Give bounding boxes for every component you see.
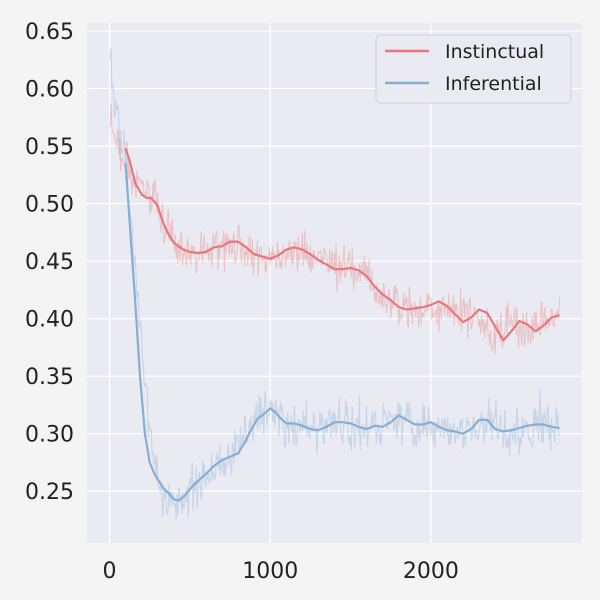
raw-series-lines [108,48,561,520]
series-line-instinctual [124,148,560,342]
plot-area [87,23,582,543]
y-tick-label: 0.45 [25,250,74,275]
y-tick-label: 0.50 [25,193,74,218]
legend-label-inferential: Inferential [445,73,542,95]
y-tick-label: 0.30 [25,423,74,448]
legend: Instinctual Inferential [375,34,572,104]
x-axis-ticks: 0 1000 2000 [103,559,459,584]
smoothed-series-lines [124,148,560,502]
x-tick-label: 0 [103,559,117,584]
x-tick-label: 1000 [242,559,298,584]
y-tick-label: 0.65 [25,20,74,45]
y-tick-label: 0.55 [25,135,74,160]
y-axis-ticks: 0.25 0.30 0.35 0.40 0.45 0.50 0.55 0.60 0.65 [25,20,74,505]
x-tick-label: 2000 [403,559,459,584]
raw-line-inferential [108,48,561,520]
legend-label-instinctual: Instinctual [445,41,544,63]
raw-line-instinctual [108,102,561,355]
y-tick-label: 0.25 [25,480,74,505]
series-line-inferential [124,163,560,502]
y-tick-label: 0.60 [25,78,74,103]
y-tick-label: 0.35 [25,365,74,390]
y-tick-label: 0.40 [25,308,74,333]
